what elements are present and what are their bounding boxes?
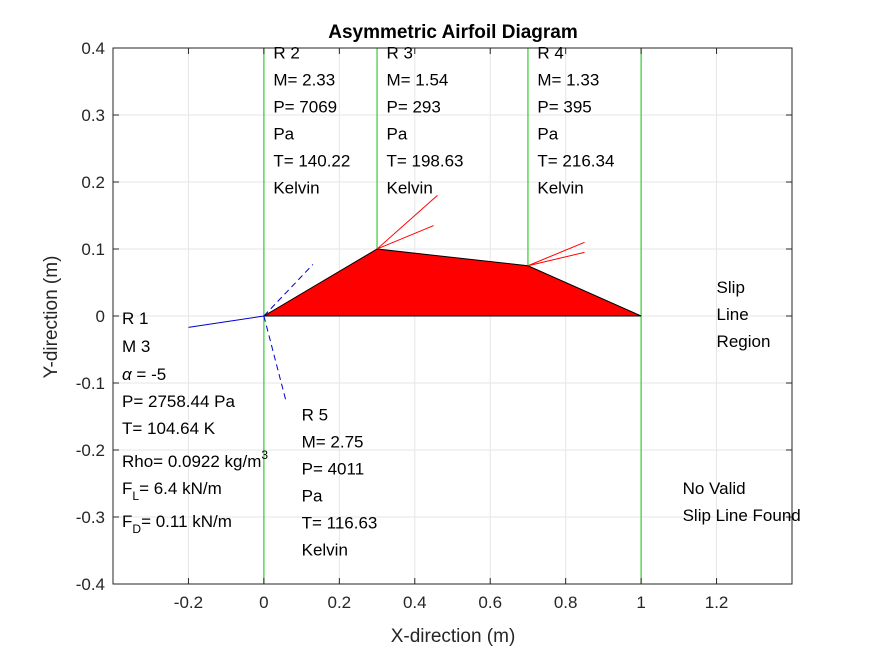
y-tick-label: 0.3 xyxy=(81,106,105,125)
annotation-line: M= 2.33 xyxy=(273,71,335,90)
y-tick-label: -0.2 xyxy=(76,441,105,460)
y-tick-label: 0.2 xyxy=(81,173,105,192)
annotation-line: M= 1.54 xyxy=(386,71,448,90)
annotation-line: R 4 xyxy=(537,44,563,63)
x-tick-label: 0.4 xyxy=(403,593,427,612)
x-tick-label: 0.6 xyxy=(478,593,502,612)
annotation-line: Line xyxy=(717,305,749,324)
alpha-symbol: α xyxy=(122,365,133,384)
y-tick-label: 0 xyxy=(96,307,105,326)
region-1-label: R 1 xyxy=(122,309,148,328)
annotation-line: T= 216.34 xyxy=(537,152,614,171)
lift-value: = 6.4 kN/m xyxy=(139,479,222,498)
x-tick-label: 0.2 xyxy=(328,593,352,612)
lift-force-label: FL= 6.4 kN/m xyxy=(122,479,222,503)
x-tick-label: 0.8 xyxy=(554,593,578,612)
annotation-line: Pa xyxy=(302,487,323,506)
shock-wave-line xyxy=(527,241,585,267)
y-tick-label: -0.3 xyxy=(76,508,105,527)
annotation-line: T= 198.63 xyxy=(386,152,463,171)
region-annotation: No Valid Slip Line Found xyxy=(683,479,801,525)
annotation-line: P= 4011 xyxy=(302,460,365,479)
wave-line-layer xyxy=(188,195,585,404)
annotation-line: Pa xyxy=(386,125,407,144)
annotation-layer: R 2 M= 2.33 P= 7069 Pa T= 140.22 Kelvin R 3 M= … xyxy=(273,44,800,560)
annotation-line: P= 293 xyxy=(386,98,440,117)
annotation-line: R 5 xyxy=(302,406,328,425)
annotation-line: M= 1.33 xyxy=(537,71,599,90)
region-annotation: Slip Line Region xyxy=(717,278,771,351)
left-annotation: R 1 M 3 α = -5 P= 2758.44 Pa T= 104.64 K… xyxy=(122,309,268,536)
density-unit-exponent: 3 xyxy=(261,448,268,462)
annotation-line: Kelvin xyxy=(386,179,432,198)
x-tick-label: 1 xyxy=(636,593,645,612)
annotation-line: Region xyxy=(717,332,771,351)
density-value: Rho= 0.0922 kg/m xyxy=(122,452,261,471)
y-tick-label: 0.1 xyxy=(81,240,105,259)
tick-label-layer: -0.2 0 0.2 0.4 0.6 0.8 1 1.2 -0.4 -0.3 -0.2 -0.1 0 0.… xyxy=(76,39,729,612)
drag-force-label: FD= 0.11 kN/m xyxy=(122,512,232,536)
annotation-line: Slip xyxy=(717,278,745,297)
y-axis-label: Y-direction (m) xyxy=(41,256,62,379)
y-tick-label: -0.4 xyxy=(76,575,105,594)
freestream-pressure-label: P= 2758.44 Pa xyxy=(122,392,236,411)
x-tick-label: 0 xyxy=(259,593,268,612)
shock-wave-line xyxy=(376,195,438,250)
shock-wave-line xyxy=(376,225,434,250)
region-annotation: R 3 M= 1.54 P= 293 Pa T= 198.63 Kelvin xyxy=(386,44,463,198)
axes-layer xyxy=(112,47,793,585)
lift-prefix: F xyxy=(122,479,132,498)
y-tick-label: -0.1 xyxy=(76,374,105,393)
lift-subscript: L xyxy=(132,489,139,503)
annotation-line: Kelvin xyxy=(302,541,348,560)
region-annotation: R 5 M= 2.75 P= 4011 Pa T= 116.63 Kelvin xyxy=(302,406,378,560)
annotation-line: Kelvin xyxy=(273,179,319,198)
shock-wave-line xyxy=(527,251,585,267)
x-tick-label: 1.2 xyxy=(705,593,729,612)
airfoil-shape xyxy=(262,248,642,317)
drag-subscript: D xyxy=(132,522,141,536)
annotation-line: P= 7069 xyxy=(273,98,337,117)
annotation-line: Kelvin xyxy=(537,179,583,198)
region-annotation: R 4 M= 1.33 P= 395 Pa T= 216.34 Kelvin xyxy=(537,44,614,198)
annotation-line: P= 395 xyxy=(537,98,591,117)
alpha-label: α = -5 xyxy=(122,365,166,384)
freestream-mach-label: M 3 xyxy=(122,337,150,356)
expansion-wave-line xyxy=(263,315,288,404)
annotation-line: Slip Line Found xyxy=(683,506,801,525)
expansion-wave-line xyxy=(263,264,314,317)
x-axis-label: X-direction (m) xyxy=(391,626,516,647)
annotation-line: M= 2.75 xyxy=(302,433,364,452)
drag-value: = 0.11 kN/m xyxy=(141,512,232,531)
annotation-line: T= 140.22 xyxy=(273,152,350,171)
annotation-line: Pa xyxy=(537,125,558,144)
drag-prefix: F xyxy=(122,512,132,531)
y-tick-label: 0.4 xyxy=(81,39,105,58)
annotation-line: T= 116.63 xyxy=(302,514,378,533)
density-label: Rho= 0.0922 kg/m3 xyxy=(122,448,268,471)
region-annotation: R 2 M= 2.33 P= 7069 Pa T= 140.22 Kelvin xyxy=(273,44,350,198)
annotation-line: R 2 xyxy=(273,44,299,63)
freestream-temperature-label: T= 104.64 K xyxy=(122,419,216,438)
x-tick-label: -0.2 xyxy=(174,593,203,612)
freestream-line xyxy=(188,315,264,328)
annotation-line: No Valid xyxy=(683,479,746,498)
annotation-line: Pa xyxy=(273,125,294,144)
airfoil-layer xyxy=(262,248,642,317)
alpha-value: = -5 xyxy=(132,365,167,384)
chart-title: Asymmetric Airfoil Diagram xyxy=(328,22,578,43)
annotation-line: R 3 xyxy=(386,44,412,63)
